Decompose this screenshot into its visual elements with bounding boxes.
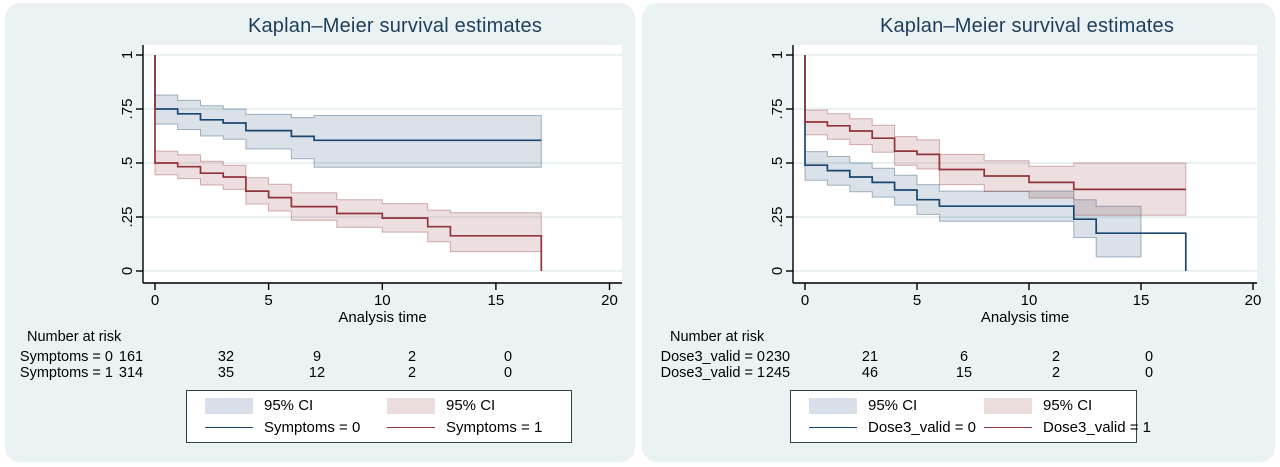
risk-count: 2 [1051, 364, 1061, 381]
legend-ci-label: 95% CI [446, 397, 496, 414]
y-tick-label: .25 [769, 207, 786, 228]
legend-item-series-1: Dose3_valid = 1 [976, 419, 1151, 436]
line-swatch-icon-0 [205, 427, 253, 428]
y-tick-label: 1 [769, 51, 786, 59]
legend-item-ci-0: 95% CI [197, 397, 379, 414]
risk-count: 314 [118, 364, 144, 381]
x-axis-title: Analysis time [980, 309, 1070, 326]
ci-band-series-0 [804, 151, 1142, 258]
x-tick-label: 10 [1021, 292, 1038, 309]
x-axis-title: Analysis time [338, 309, 427, 326]
y-tick-label: 0 [769, 267, 786, 275]
survival-line-series-1 [804, 55, 1186, 191]
legend: 95% CI 95% CI Dose3_valid = 0 Dose3_valid =… [790, 390, 1151, 443]
legend-item-ci-1: 95% CI [976, 397, 1151, 414]
risk-row-label: Dose3_valid = 0 [660, 349, 765, 365]
risk-count: 245 [765, 364, 791, 381]
x-tick-label: 15 [1133, 292, 1150, 309]
risk-count: 12 [308, 364, 326, 381]
line-swatch-icon-1 [387, 427, 435, 428]
y-tick-label: 1 [119, 51, 136, 59]
legend-ci-label: 95% CI [264, 397, 314, 414]
legend-item-ci-0: 95% CI [801, 397, 976, 414]
risk-table-title: Number at risk [670, 329, 765, 345]
ci-swatch-icon-1 [387, 397, 435, 414]
x-tick-label: 0 [801, 292, 809, 309]
legend-series-label: Dose3_valid = 1 [1043, 419, 1151, 436]
km-panel-left: Kaplan–Meier survival estimates 0 .25 .5 .75… [5, 3, 635, 462]
x-tick-label: 5 [264, 292, 272, 309]
risk-count: 21 [861, 349, 879, 365]
risk-count: 161 [118, 349, 144, 365]
legend-series-label: Symptoms = 1 [446, 419, 543, 436]
legend: 95% CI 95% CI Symptoms = 0 Symptoms = 1 [186, 390, 572, 443]
y-tick-label: .5 [119, 157, 136, 170]
chart-title: Kaplan–Meier survival estimates [879, 15, 1175, 37]
ci-swatch-icon-0 [205, 397, 253, 414]
legend-ci-label: 95% CI [1043, 397, 1093, 414]
risk-count: 2 [407, 364, 417, 381]
y-tick-label: 0 [119, 267, 136, 275]
risk-row-label: Dose3_valid = 1 [660, 364, 765, 381]
legend-item-series-0: Symptoms = 0 [197, 419, 379, 436]
risk-count: 15 [955, 364, 973, 381]
x-tick-label: 0 [151, 292, 159, 309]
risk-count: 2 [407, 349, 417, 365]
legend-ci-label: 95% CI [868, 397, 918, 414]
risk-count: 0 [1144, 349, 1154, 365]
y-tick-label: .75 [119, 99, 136, 120]
km-panel-right: Kaplan–Meier survival estimates 0 .25 .5 .75… [642, 3, 1275, 462]
chart-title: Kaplan–Meier survival estimates [247, 15, 543, 37]
x-tick-label: 20 [601, 292, 618, 309]
y-tick-label: .5 [769, 157, 786, 170]
risk-count: 9 [312, 349, 322, 365]
risk-count: 0 [1144, 364, 1154, 381]
survival-line-series-1 [154, 55, 543, 271]
legend-series-label: Symptoms = 0 [264, 419, 361, 436]
line-swatch-icon-0 [809, 427, 857, 428]
risk-row-label: Symptoms = 0 [19, 349, 113, 365]
risk-count: 2 [1051, 349, 1061, 365]
x-tick-label: 5 [913, 292, 921, 309]
ci-swatch-icon-1 [984, 397, 1032, 414]
x-tick-label: 15 [488, 292, 505, 309]
risk-count: 0 [503, 364, 513, 381]
line-swatch-icon-1 [984, 427, 1032, 428]
risk-count: 32 [217, 349, 235, 365]
legend-item-series-0: Dose3_valid = 0 [801, 419, 976, 436]
risk-row-label: Symptoms = 1 [19, 364, 113, 381]
legend-series-label: Dose3_valid = 0 [868, 419, 976, 436]
risk-count: 46 [861, 364, 879, 381]
y-tick-label: .75 [769, 99, 786, 120]
survival-line-series-0 [154, 55, 542, 142]
risk-count: 0 [503, 349, 513, 365]
ci-swatch-icon-0 [809, 397, 857, 414]
legend-item-ci-1: 95% CI [379, 397, 561, 414]
risk-count: 230 [765, 349, 791, 365]
x-tick-label: 10 [374, 292, 391, 309]
survival-line-series-0 [804, 55, 1187, 271]
ci-band-series-0 [154, 94, 542, 168]
risk-count: 6 [959, 349, 969, 365]
y-tick-label: .25 [119, 207, 136, 228]
risk-count: 35 [217, 364, 235, 381]
legend-item-series-1: Symptoms = 1 [379, 419, 561, 436]
risk-table-title: Number at risk [27, 329, 122, 345]
x-tick-label: 20 [1245, 292, 1262, 309]
